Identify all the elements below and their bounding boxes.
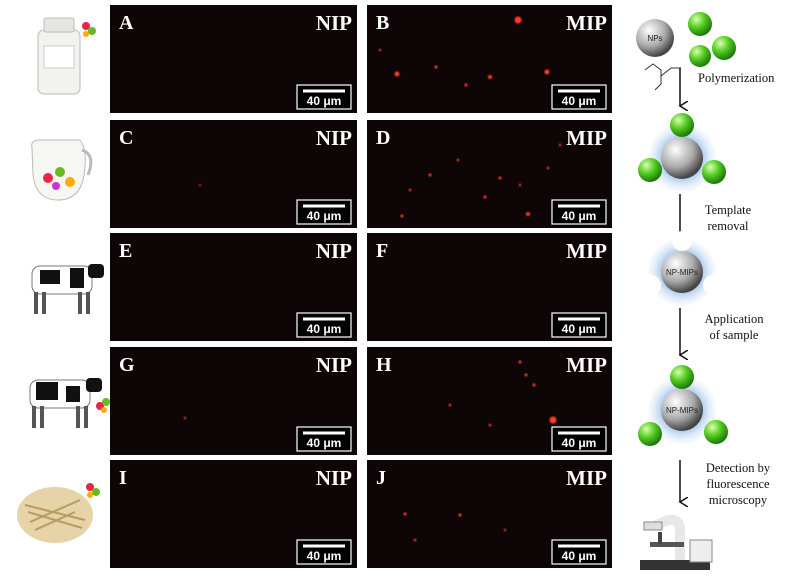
step-label: Template <box>705 203 752 217</box>
step-label: of sample <box>710 328 759 342</box>
sample-icons <box>17 17 110 543</box>
scale-bar-box <box>296 84 352 110</box>
panel-letter: H <box>376 354 392 376</box>
micrograph-panel: E NIP 40 μm <box>110 233 357 341</box>
nanoparticle-label: NPs <box>647 34 662 43</box>
micrograph-panel: I NIP 40 μm <box>110 460 357 568</box>
panel-label: MIP <box>566 353 607 377</box>
micrograph-panel: F MIP 40 μm <box>367 233 612 341</box>
panel-letter: A <box>119 12 134 34</box>
panel-grid: A NIP 40 μm B MIP 40 μm C NIP 40 μm D MIP 40 μm E NIP… <box>110 5 612 568</box>
panel-letter: J <box>376 467 386 489</box>
scale-bar-label: 40 μm <box>307 549 342 563</box>
scale-bar-box <box>296 426 352 452</box>
panel-label: MIP <box>566 466 607 490</box>
particle-label: NP-MIPs <box>666 406 698 415</box>
panel-label: NIP <box>316 126 352 150</box>
scale-bar-label: 40 μm <box>307 436 342 450</box>
panel-letter: F <box>376 240 388 262</box>
step-label: removal <box>708 219 749 233</box>
panel-label: NIP <box>316 466 352 490</box>
scale-bar-label: 40 μm <box>562 322 597 336</box>
scale-bar-box <box>551 312 607 338</box>
panel-letter: G <box>119 354 135 376</box>
scale-bar-box <box>296 539 352 565</box>
micrograph-panel: A NIP 40 μm <box>110 5 357 113</box>
panel-label: NIP <box>316 353 352 377</box>
step-label: Detection by <box>706 461 771 475</box>
panel-label: MIP <box>566 239 607 263</box>
micrograph-panel: G NIP 40 μm <box>110 347 357 455</box>
fluorescent-spots <box>183 16 562 542</box>
micrograph-panel: D MIP 40 μm <box>367 120 612 228</box>
panel-letter: E <box>119 240 132 262</box>
scale-bar-label: 40 μm <box>307 94 342 108</box>
step-label: microscopy <box>709 493 768 507</box>
micrograph-panel: C NIP 40 μm <box>110 120 357 228</box>
step-label: Application <box>704 312 764 326</box>
particle-label: NP-MIPs <box>666 268 698 277</box>
scale-bar-label: 40 μm <box>307 322 342 336</box>
panel-label: MIP <box>566 11 607 35</box>
scale-bar-box <box>551 539 607 565</box>
step-label: fluorescence <box>706 477 770 491</box>
micrograph-panel: B MIP 40 μm <box>367 5 612 113</box>
panel-label: MIP <box>566 126 607 150</box>
panel-letter: D <box>376 127 390 149</box>
scale-bar-box <box>296 312 352 338</box>
panel-letter: B <box>376 12 389 34</box>
micrograph-panel: H MIP 40 μm <box>367 347 612 455</box>
scale-bar-box <box>296 199 352 225</box>
scale-bar-label: 40 μm <box>562 209 597 223</box>
scale-bar-box <box>551 199 607 225</box>
micrograph-panel: J MIP 40 μm <box>367 460 612 568</box>
panel-letter: I <box>119 467 127 489</box>
panel-label: NIP <box>316 239 352 263</box>
scale-bar-label: 40 μm <box>562 94 597 108</box>
panel-label: NIP <box>316 11 352 35</box>
scale-bar-label: 40 μm <box>562 436 597 450</box>
nanoparticle <box>636 19 674 57</box>
scale-bar-box <box>551 426 607 452</box>
scale-bar-box <box>551 84 607 110</box>
step-label: Polymerization <box>698 71 775 85</box>
scale-bar-label: 40 μm <box>307 209 342 223</box>
workflow-diagram: NPs NP-MIPs NP-MIPs Polymerization Templa… <box>636 12 775 570</box>
panel-letter: C <box>119 127 133 149</box>
scale-bar-label: 40 μm <box>562 549 597 563</box>
